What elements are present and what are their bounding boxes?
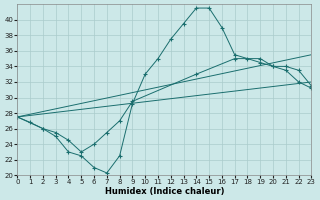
X-axis label: Humidex (Indice chaleur): Humidex (Indice chaleur): [105, 187, 224, 196]
